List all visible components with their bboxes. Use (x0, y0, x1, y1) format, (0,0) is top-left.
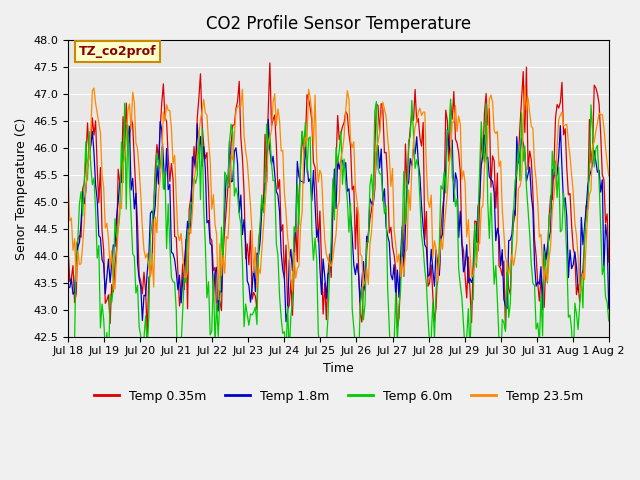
Temp 1.8m (226, 138, 234, 144)
Line: Temp 0.35m: Temp 0.35m (68, 63, 609, 333)
Temp 23.5m (605, 173, 612, 179)
Temp 23.5m (184, 268, 191, 274)
X-axis label: Time: Time (323, 362, 354, 375)
Temp 6.0m (71, 338, 79, 344)
Temp 1.8m (605, 306, 612, 312)
Line: Temp 6.0m: Temp 6.0m (68, 99, 609, 390)
Temp 6.0m (227, 121, 235, 127)
Temp 0.35m (605, 259, 612, 265)
Legend: Temp 0.35m, Temp 1.8m, Temp 6.0m, Temp 23.5m: Temp 0.35m, Temp 1.8m, Temp 6.0m, Temp 2… (88, 384, 588, 408)
Temp 0.35m (509, 220, 517, 226)
Temp 1.8m (516, 151, 524, 156)
Temp 6.0m (509, 209, 517, 215)
Temp 0.35m (266, 60, 274, 66)
Temp 0.35m (227, 141, 235, 146)
Text: TZ_co2prof: TZ_co2prof (79, 45, 157, 58)
Temp 1.8m (282, 319, 290, 324)
Temp 1.8m (184, 218, 191, 224)
Temp 0.35m (186, 206, 193, 212)
Temp 23.5m (515, 186, 522, 192)
Temp 6.0m (174, 387, 182, 393)
Temp 1.8m (64, 285, 72, 290)
Y-axis label: Senor Temperature (C): Senor Temperature (C) (15, 117, 28, 260)
Temp 6.0m (369, 199, 377, 204)
Temp 1.8m (71, 289, 79, 295)
Temp 23.5m (71, 236, 79, 241)
Temp 0.35m (143, 330, 151, 336)
Line: Temp 23.5m: Temp 23.5m (68, 86, 609, 300)
Temp 23.5m (227, 152, 235, 157)
Temp 1.8m (509, 207, 517, 213)
Temp 23.5m (508, 252, 516, 258)
Temp 6.0m (186, 227, 193, 233)
Title: CO2 Profile Sensor Temperature: CO2 Profile Sensor Temperature (206, 15, 471, 33)
Temp 6.0m (447, 96, 454, 102)
Line: Temp 1.8m: Temp 1.8m (68, 119, 609, 322)
Temp 6.0m (64, 343, 72, 349)
Temp 23.5m (64, 175, 72, 180)
Temp 1.8m (371, 187, 379, 192)
Temp 6.0m (516, 178, 524, 183)
Temp 6.0m (605, 318, 612, 324)
Temp 23.5m (369, 200, 377, 206)
Temp 23.5m (214, 297, 222, 302)
Temp 23.5m (521, 83, 529, 89)
Temp 0.35m (371, 148, 379, 154)
Temp 0.35m (64, 245, 72, 251)
Temp 0.35m (516, 123, 524, 129)
Temp 0.35m (71, 300, 79, 305)
Temp 1.8m (264, 116, 272, 122)
